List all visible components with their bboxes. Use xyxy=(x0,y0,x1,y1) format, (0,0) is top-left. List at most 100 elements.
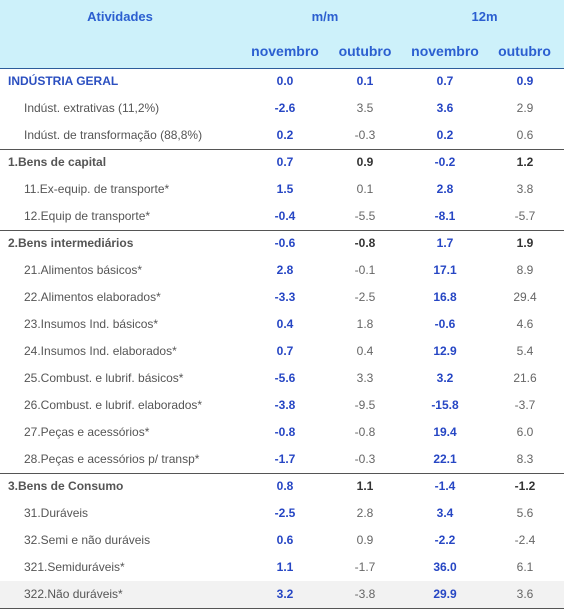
cell-value: 29.4 xyxy=(513,290,537,304)
cell-value: 6.1 xyxy=(516,560,534,574)
header-activity: Atividades xyxy=(87,9,153,24)
cell-value: -2.6 xyxy=(274,101,296,115)
item-label: 28.Peças e acessórios p/ transp* xyxy=(24,452,200,466)
cell-value: 3.4 xyxy=(436,506,454,520)
cell-value: -2.4 xyxy=(514,533,536,547)
cell-value: -0.8 xyxy=(274,425,296,439)
header-month: novembro xyxy=(251,43,319,59)
item-label: 322.Não duráveis* xyxy=(24,587,123,601)
cell-value: -0.6 xyxy=(434,317,456,331)
cell-value: 16.8 xyxy=(433,290,457,304)
cell-value: -0.3 xyxy=(354,452,376,466)
cell-value: -9.5 xyxy=(354,398,376,412)
header-group: m/m xyxy=(311,9,339,24)
cell-value: -0.3 xyxy=(354,128,376,142)
cell-value: 5.4 xyxy=(516,344,534,358)
cell-value: -1.2 xyxy=(514,479,536,493)
cell-value: -3.7 xyxy=(514,398,536,412)
cell-value: -1.7 xyxy=(274,452,296,466)
header-month: outubro xyxy=(498,43,551,59)
cell-value: 5.6 xyxy=(516,506,534,520)
cell-value: 17.1 xyxy=(433,263,457,277)
cell-value: 2.9 xyxy=(516,101,534,115)
cell-value: 3.5 xyxy=(356,101,374,115)
cell-value: 3.6 xyxy=(516,587,534,601)
section-label: 2.Bens intermediários xyxy=(8,236,134,250)
item-label: 32.Semi e não duráveis xyxy=(24,533,151,547)
cell-value: 12.9 xyxy=(433,344,457,358)
cell-value: 0.7 xyxy=(276,344,294,358)
header-month: outubro xyxy=(338,43,392,59)
header-rule xyxy=(0,68,564,69)
cell-value: 0.7 xyxy=(276,155,294,169)
cell-value: 8.3 xyxy=(516,452,534,466)
item-label: 321.Semiduráveis* xyxy=(24,560,125,574)
row-shade xyxy=(0,581,564,608)
item-label: Indúst. de transformação (88,8%) xyxy=(24,128,203,142)
cell-value: 4.6 xyxy=(516,317,534,331)
cell-value: -2.2 xyxy=(434,533,456,547)
cell-value: -3.8 xyxy=(274,398,296,412)
cell-value: -0.8 xyxy=(354,236,376,250)
item-label: 22.Alimentos elaborados* xyxy=(24,290,161,304)
cell-value: -0.1 xyxy=(354,263,376,277)
cell-value: 2.8 xyxy=(356,506,374,520)
cell-value: 0.4 xyxy=(356,344,374,358)
item-label: 26.Combust. e lubrif. elaborados* xyxy=(24,398,203,412)
item-label: 24.Insumos Ind. elaborados* xyxy=(24,344,177,358)
item-label: Indúst. extrativas (11,2%) xyxy=(24,101,160,115)
cell-value: 21.6 xyxy=(513,371,537,385)
cell-value: 1.5 xyxy=(276,182,294,196)
cell-value: -3.8 xyxy=(354,587,376,601)
item-label: 21.Alimentos básicos* xyxy=(24,263,143,277)
cell-value: 6.0 xyxy=(516,425,534,439)
cell-value: 3.8 xyxy=(516,182,534,196)
cell-value: -2.5 xyxy=(274,506,296,520)
item-label: 12.Equip de transporte* xyxy=(24,209,151,223)
cell-value: 1.1 xyxy=(356,479,374,493)
header-month: novembro xyxy=(411,43,479,59)
item-label: 31.Duráveis xyxy=(24,506,89,520)
cell-value: -1.4 xyxy=(434,479,456,493)
cell-value: 0.9 xyxy=(356,155,374,169)
cell-value: 1.8 xyxy=(356,317,374,331)
cell-value: 0.9 xyxy=(356,533,374,547)
cell-value: -5.6 xyxy=(274,371,296,385)
cell-value: -1.7 xyxy=(354,560,376,574)
cell-value: 2.8 xyxy=(436,182,454,196)
cell-value: 19.4 xyxy=(433,425,457,439)
cell-value: 3.6 xyxy=(436,101,454,115)
cell-value: 29.9 xyxy=(433,587,457,601)
cell-value: 8.9 xyxy=(516,263,534,277)
cell-value: -8.1 xyxy=(434,209,456,223)
cell-value: 0.9 xyxy=(516,74,534,88)
cell-value: -5.7 xyxy=(514,209,536,223)
cell-value: 0.2 xyxy=(276,128,294,142)
cell-value: 0.2 xyxy=(436,128,454,142)
cell-value: 0.6 xyxy=(516,128,534,142)
cell-value: 22.1 xyxy=(433,452,457,466)
cell-value: -3.3 xyxy=(274,290,296,304)
header-group: 12m xyxy=(471,9,498,24)
section-rule xyxy=(0,230,564,231)
section-rule xyxy=(0,149,564,150)
cell-value: -0.4 xyxy=(274,209,296,223)
cell-value: 1.1 xyxy=(276,560,294,574)
item-label: 25.Combust. e lubrif. básicos* xyxy=(24,371,184,385)
cell-value: 1.7 xyxy=(436,236,454,250)
item-label: 23.Insumos Ind. básicos* xyxy=(24,317,159,331)
cell-value: 3.3 xyxy=(356,371,374,385)
cell-value: 0.1 xyxy=(356,74,374,88)
cell-value: -0.2 xyxy=(434,155,456,169)
cell-value: 0.1 xyxy=(356,182,374,196)
cell-value: 2.8 xyxy=(276,263,294,277)
cell-value: -5.5 xyxy=(354,209,376,223)
cell-value: -0.8 xyxy=(354,425,376,439)
cell-value: 3.2 xyxy=(436,371,454,385)
cell-value: 0.7 xyxy=(436,74,454,88)
cell-value: 0.4 xyxy=(276,317,294,331)
cell-value: 36.0 xyxy=(433,560,457,574)
section-label: INDÚSTRIA GERAL xyxy=(8,74,119,88)
item-label: 27.Peças e acessórios* xyxy=(24,425,150,439)
